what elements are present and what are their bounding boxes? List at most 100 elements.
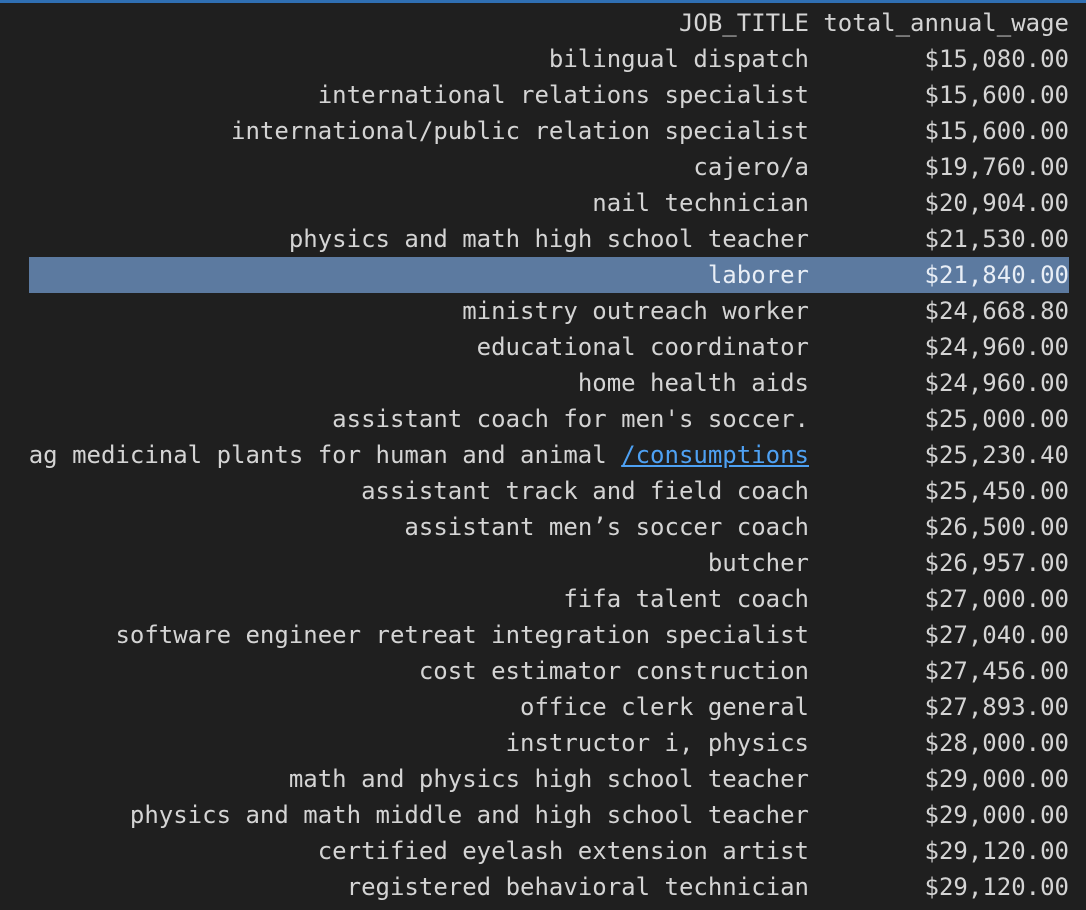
table-row[interactable]: laborer $21,840.00 bbox=[28, 257, 1069, 293]
job-title-cell[interactable]: nail technician bbox=[29, 185, 823, 221]
job-title-text: physics and math high school teacher bbox=[288, 225, 809, 253]
table-row[interactable]: office clerk general $27,893.00 bbox=[29, 689, 1069, 725]
table-row[interactable]: assistant men’s soccer coach $26,500.00 bbox=[29, 509, 1069, 545]
job-title-cell[interactable]: home health aids bbox=[29, 365, 823, 401]
total-annual-wage-cell[interactable]: $15,600.00 bbox=[924, 81, 1070, 109]
job-title-cell[interactable]: instructor i, physics bbox=[29, 725, 823, 761]
job-title-text: assistant men’s soccer coach bbox=[404, 513, 809, 541]
job-title-cell[interactable]: certified eyelash extension artist bbox=[29, 833, 823, 869]
total-annual-wage-cell[interactable]: $21,840.00 bbox=[823, 257, 1069, 293]
job-title-cell[interactable]: physics and math high school teacher bbox=[29, 221, 823, 257]
job-title-text: butcher bbox=[707, 549, 809, 577]
total-annual-wage-cell[interactable]: $15,600.00 bbox=[924, 117, 1070, 145]
table-row[interactable]: cajero/a $19,760.00 bbox=[29, 149, 1069, 185]
table-row[interactable]: international/public relation specialist… bbox=[29, 113, 1069, 149]
total-annual-wage-cell[interactable]: $24,960.00 bbox=[924, 333, 1070, 361]
table-row[interactable]: registered behavioral technician $29,120.… bbox=[29, 869, 1069, 905]
job-title-text: instructor i, physics bbox=[505, 729, 809, 757]
column-header-job-title[interactable]: JOB_TITLE bbox=[678, 9, 809, 37]
total-annual-wage-cell[interactable]: $24,960.00 bbox=[924, 369, 1070, 397]
job-title-text: laborer bbox=[707, 261, 809, 289]
job-title-text: educational coordinator bbox=[476, 333, 809, 361]
total-annual-wage-cell[interactable]: $28,000.00 bbox=[924, 729, 1070, 757]
job-title-cell[interactable]: international relations specialist bbox=[29, 77, 823, 113]
job-title-cell[interactable]: assistant coach for men's soccer. bbox=[29, 401, 823, 437]
job-title-link[interactable]: /consumptions bbox=[621, 441, 809, 469]
job-title-cell[interactable]: assistant men’s soccer coach bbox=[29, 509, 823, 545]
total-annual-wage-cell[interactable]: $29,000.00 bbox=[924, 765, 1070, 793]
header-row: JOB_TITLE total_annual_wage bbox=[29, 5, 1069, 41]
table-row[interactable]: international relations specialist $15,60… bbox=[29, 77, 1069, 113]
job-title-text: cost estimator construction bbox=[418, 657, 809, 685]
total-annual-wage-cell[interactable]: $29,120.00 bbox=[924, 837, 1070, 865]
job-title-text: international relations specialist bbox=[317, 81, 809, 109]
job-title-text: software engineer retreat integration sp… bbox=[115, 621, 809, 649]
total-annual-wage-cell[interactable]: $25,000.00 bbox=[924, 405, 1070, 433]
table-row[interactable]: physics and math high school teacher $21,… bbox=[29, 221, 1069, 257]
job-title-text: ministry outreach worker bbox=[462, 297, 809, 325]
table-row[interactable]: ministry outreach worker $24,668.80 bbox=[29, 293, 1069, 329]
table-row[interactable]: physics and math middle and high school … bbox=[29, 797, 1069, 833]
job-title-cell[interactable]: cost estimator construction bbox=[29, 653, 823, 689]
table-row[interactable]: assistant coach for men's soccer. $25,000… bbox=[29, 401, 1069, 437]
job-title-cell[interactable]: office clerk general bbox=[29, 689, 823, 725]
job-title-text: international/public relation specialist bbox=[231, 117, 809, 145]
total-annual-wage-cell[interactable]: $27,893.00 bbox=[924, 693, 1070, 721]
table-row[interactable]: instructor i, physics $28,000.00 bbox=[29, 725, 1069, 761]
total-annual-wage-cell[interactable]: $26,957.00 bbox=[924, 549, 1070, 577]
table-row[interactable]: certified eyelash extension artist $29,12… bbox=[29, 833, 1069, 869]
total-annual-wage-cell[interactable]: $25,230.40 bbox=[924, 441, 1070, 469]
column-header-total-annual-wage[interactable]: total_annual_wage bbox=[823, 9, 1069, 37]
job-title-cell[interactable]: fifa talent coach bbox=[29, 581, 823, 617]
job-title-cell[interactable]: ag medicinal plants for human and animal… bbox=[29, 437, 823, 473]
total-annual-wage-cell[interactable]: $26,500.00 bbox=[924, 513, 1070, 541]
table-row[interactable]: software engineer retreat integration sp… bbox=[29, 617, 1069, 653]
job-title-text: math and physics high school teacher bbox=[288, 765, 809, 793]
job-title-cell[interactable]: ministry outreach worker bbox=[29, 293, 823, 329]
table-row[interactable]: educational coordinator $24,960.00 bbox=[29, 329, 1069, 365]
table-row[interactable]: math and physics high school teacher $29,… bbox=[29, 761, 1069, 797]
table-row[interactable]: fifa talent coach $27,000.00 bbox=[29, 581, 1069, 617]
job-title-cell[interactable]: butcher bbox=[29, 545, 823, 581]
job-title-text: nail technician bbox=[592, 189, 809, 217]
job-title-cell[interactable]: software engineer retreat integration sp… bbox=[29, 617, 823, 653]
table-row[interactable]: butcher $26,957.00 bbox=[29, 545, 1069, 581]
table-row[interactable]: bilingual dispatch $15,080.00 bbox=[29, 41, 1069, 77]
total-annual-wage-cell[interactable]: $19,760.00 bbox=[924, 153, 1070, 181]
table-row[interactable]: home health aids $24,960.00 bbox=[29, 365, 1069, 401]
result-rows: bilingual dispatch $15,080.00 internationa… bbox=[28, 41, 1069, 905]
job-title-text: fifa talent coach bbox=[563, 585, 809, 613]
table-row[interactable]: assistant track and field coach $25,450.0… bbox=[29, 473, 1069, 509]
total-annual-wage-cell[interactable]: $27,000.00 bbox=[924, 585, 1070, 613]
result-table: JOB_TITLE total_annual_wage bilingual di… bbox=[28, 5, 1069, 905]
table-row[interactable]: nail technician $20,904.00 bbox=[29, 185, 1069, 221]
total-annual-wage-cell[interactable]: $27,040.00 bbox=[924, 621, 1070, 649]
job-title-cell[interactable]: assistant track and field coach bbox=[29, 473, 823, 509]
job-title-cell[interactable]: registered behavioral technician bbox=[29, 869, 823, 905]
total-annual-wage-cell[interactable]: $27,456.00 bbox=[924, 657, 1070, 685]
total-annual-wage-cell[interactable]: $21,530.00 bbox=[924, 225, 1070, 253]
job-title-text: assistant coach for men's soccer. bbox=[332, 405, 809, 433]
job-title-text: office clerk general bbox=[520, 693, 809, 721]
total-annual-wage-cell[interactable]: $20,904.00 bbox=[924, 189, 1070, 217]
total-annual-wage-cell[interactable]: $15,080.00 bbox=[924, 45, 1070, 73]
table-row[interactable]: cost estimator construction $27,456.00 bbox=[29, 653, 1069, 689]
total-annual-wage-cell[interactable]: $25,450.00 bbox=[924, 477, 1070, 505]
job-title-cell[interactable]: physics and math middle and high school … bbox=[29, 797, 823, 833]
total-annual-wage-cell[interactable]: $29,120.00 bbox=[924, 873, 1070, 901]
job-title-text: physics and math middle and high school … bbox=[129, 801, 809, 829]
job-title-cell[interactable]: educational coordinator bbox=[29, 329, 823, 365]
job-title-text: bilingual dispatch bbox=[548, 45, 809, 73]
job-title-cell[interactable]: math and physics high school teacher bbox=[29, 761, 823, 797]
total-annual-wage-cell[interactable]: $24,668.80 bbox=[924, 297, 1070, 325]
job-title-cell[interactable]: laborer bbox=[28, 257, 823, 293]
table-row[interactable]: ag medicinal plants for human and animal… bbox=[29, 437, 1069, 473]
job-title-cell[interactable]: bilingual dispatch bbox=[29, 41, 823, 77]
job-title-text: cajero/a bbox=[693, 153, 809, 181]
job-title-text: home health aids bbox=[577, 369, 809, 397]
job-title-cell[interactable]: cajero/a bbox=[29, 149, 823, 185]
total-annual-wage-cell[interactable]: $29,000.00 bbox=[924, 801, 1070, 829]
job-title-cell[interactable]: international/public relation specialist bbox=[29, 113, 823, 149]
job-title-text: certified eyelash extension artist bbox=[317, 837, 809, 865]
